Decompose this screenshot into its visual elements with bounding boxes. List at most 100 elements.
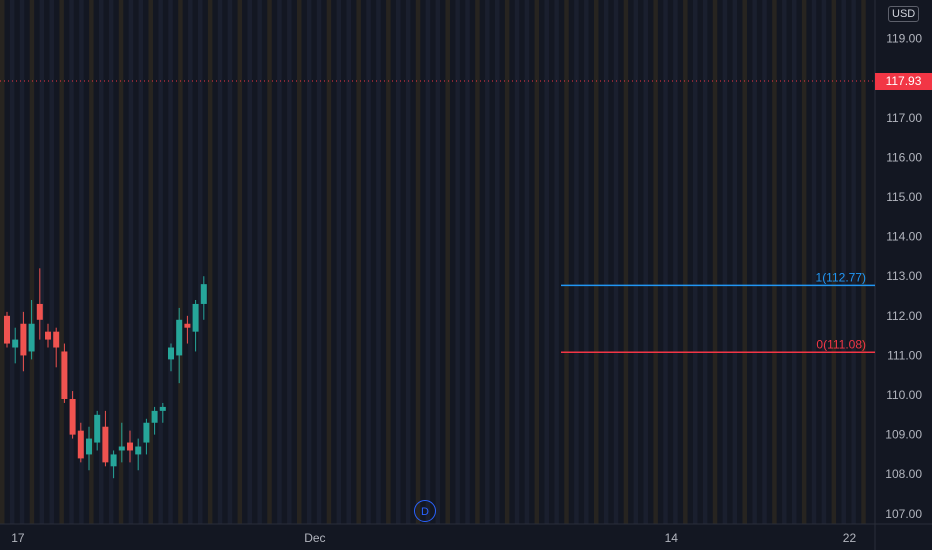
y-tick-label: 119.00 <box>886 32 922 46</box>
x-tick-label: 17 <box>11 531 25 545</box>
session-stripe <box>326 0 332 524</box>
session-stripe <box>712 0 718 524</box>
candle-body <box>77 430 84 459</box>
candle-body <box>69 398 76 435</box>
candle-body <box>143 422 150 443</box>
candle-body <box>4 315 10 344</box>
y-tick-label: 115.00 <box>886 190 922 204</box>
candle-body <box>12 339 19 348</box>
session-stripe <box>148 0 153 524</box>
session-stripe <box>495 0 500 524</box>
session-stripe <box>594 0 599 524</box>
session-stripe <box>99 0 104 524</box>
session-stripe <box>782 0 787 524</box>
session-stripe <box>59 0 64 524</box>
session-stripe <box>89 0 94 524</box>
x-tick-label: 22 <box>843 531 857 545</box>
session-stripe <box>346 0 351 524</box>
candle-body <box>36 303 43 320</box>
candle-body <box>184 323 191 328</box>
session-stripe <box>742 0 747 524</box>
session-stripe <box>267 0 272 524</box>
session-stripe <box>227 0 233 524</box>
candle-body <box>151 410 158 423</box>
y-tick-label: 109.00 <box>885 428 922 442</box>
session-stripe <box>752 0 757 524</box>
candle-body <box>168 347 174 360</box>
candle-body <box>192 303 199 332</box>
session-stripe <box>772 0 777 524</box>
session-stripe <box>118 0 124 524</box>
session-stripe <box>207 0 213 524</box>
session-stripe <box>673 0 678 524</box>
session-stripe <box>653 0 658 524</box>
session-stripe <box>831 0 837 524</box>
session-stripe <box>287 0 292 524</box>
y-tick-label: 117.00 <box>886 111 922 125</box>
y-tick-label: 111.00 <box>887 348 922 362</box>
session-stripe <box>217 0 223 524</box>
session-stripe <box>851 0 856 524</box>
y-tick-label: 108.00 <box>885 467 922 481</box>
candle-body <box>86 438 92 455</box>
candle-body <box>135 446 142 455</box>
y-tick-label: 112.00 <box>886 309 922 323</box>
y-tick-label: 110.00 <box>886 388 922 402</box>
session-stripe <box>108 0 114 524</box>
session-stripe <box>504 0 510 524</box>
session-stripe <box>79 0 84 524</box>
session-stripe <box>821 0 827 524</box>
session-stripe <box>178 0 183 524</box>
y-tick-label: 113.00 <box>886 269 922 283</box>
last-price-tag: 117.93 <box>875 73 932 90</box>
session-stripe <box>138 0 144 524</box>
session-stripe <box>19 0 25 524</box>
session-stripe <box>39 0 45 524</box>
session-stripe <box>49 0 54 524</box>
session-stripe <box>316 0 322 524</box>
session-stripe <box>683 0 688 524</box>
session-stripe <box>405 0 411 524</box>
session-stripe <box>297 0 302 524</box>
session-stripe <box>485 0 490 524</box>
session-stripe <box>693 0 698 524</box>
x-tick-label: 14 <box>665 531 679 545</box>
candle-body <box>176 319 183 356</box>
session-stripe <box>247 0 252 524</box>
candle-body <box>118 446 125 451</box>
candle-body <box>28 323 35 352</box>
session-stripe <box>574 0 579 524</box>
candle-body <box>61 351 68 399</box>
session-stripe <box>861 0 866 524</box>
session-stripe <box>801 0 807 524</box>
session-stripe <box>168 0 173 524</box>
session-stripe <box>128 0 134 524</box>
session-stripe <box>663 0 668 524</box>
session-stripe <box>514 0 520 524</box>
session-stripe <box>277 0 282 524</box>
session-stripe <box>762 0 767 524</box>
interval-badge[interactable]: D <box>414 500 436 522</box>
candle-body <box>20 323 27 356</box>
session-stripe <box>643 0 648 524</box>
session-stripe <box>386 0 391 524</box>
candle-body <box>45 331 51 340</box>
candle-body <box>53 331 60 348</box>
session-stripe <box>396 0 401 524</box>
session-stripe <box>445 0 450 524</box>
candle-body <box>159 406 166 411</box>
session-stripe <box>158 0 163 524</box>
session-stripe <box>336 0 342 524</box>
y-tick-label: 116.00 <box>886 150 922 164</box>
session-stripe <box>554 0 559 524</box>
session-stripe <box>792 0 797 524</box>
session-stripe <box>702 0 708 524</box>
session-stripe <box>613 0 619 524</box>
session-stripe <box>0 0 5 524</box>
session-stripe <box>623 0 629 524</box>
candle-body <box>102 426 109 463</box>
session-stripe <box>425 0 431 524</box>
currency-label[interactable]: USD <box>888 6 920 22</box>
